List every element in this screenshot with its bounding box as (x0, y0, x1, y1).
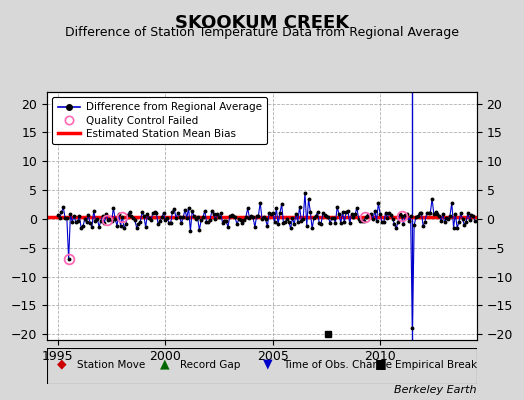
Text: $▲$: $▲$ (159, 358, 170, 372)
Text: $■$: $■$ (374, 358, 386, 372)
Text: $◆$: $◆$ (56, 358, 67, 372)
Text: SKOOKUM CREEK: SKOOKUM CREEK (175, 14, 349, 32)
Text: $▼$: $▼$ (262, 358, 274, 372)
Text: Difference of Station Temperature Data from Regional Average: Difference of Station Temperature Data f… (65, 26, 459, 39)
Legend: Difference from Regional Average, Quality Control Failed, Estimated Station Mean: Difference from Regional Average, Qualit… (52, 97, 267, 144)
Text: Record Gap: Record Gap (180, 360, 241, 370)
Text: Berkeley Earth: Berkeley Earth (395, 385, 477, 395)
Text: Empirical Break: Empirical Break (395, 360, 477, 370)
Text: Station Move: Station Move (77, 360, 146, 370)
Text: Time of Obs. Change: Time of Obs. Change (283, 360, 392, 370)
